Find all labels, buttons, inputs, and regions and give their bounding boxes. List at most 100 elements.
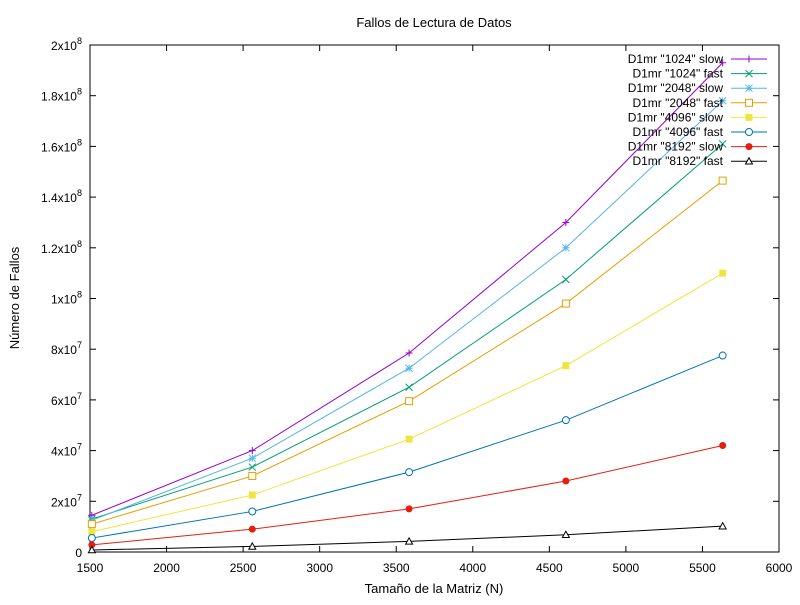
legend-entry: D1mr "8192" fast: [632, 154, 767, 168]
x-axis-label: Tamaño de la Matriz (N): [365, 581, 504, 596]
y-tick-label: 1.6x108: [41, 137, 82, 154]
y-tick-mantissa: 1.2x10: [41, 242, 77, 256]
y-tick-exponent: 8: [77, 239, 82, 249]
legend-marker: [745, 55, 753, 63]
y-tick-exponent: 7: [77, 391, 82, 401]
y-axis: 02x1074x1076x1078x1071x1081.2x1081.4x108…: [41, 36, 779, 560]
legend-marker: [744, 156, 754, 165]
y-tick-label: 2x108: [51, 36, 82, 53]
legend-entry: D1mr "1024" slow: [628, 52, 767, 66]
series-7: [87, 521, 728, 554]
y-tick-exponent: 8: [77, 87, 82, 97]
data-point: [562, 243, 570, 252]
data-point: [87, 545, 97, 554]
data-point: [561, 416, 570, 425]
data-point: [247, 541, 257, 550]
legend-entry: D1mr "2048" slow: [628, 81, 767, 95]
data-point: [88, 541, 96, 549]
legend-entry: D1mr "8192" slow: [628, 140, 767, 154]
data-point: [88, 528, 96, 536]
y-tick-exponent: 7: [77, 442, 82, 452]
data-point: [405, 349, 413, 357]
x-tick-label: 5000: [613, 561, 640, 575]
data-point: [404, 536, 414, 545]
data-point: [248, 454, 257, 463]
series-line: [91, 525, 723, 551]
legend-label: D1mr "8192" slow: [628, 140, 724, 154]
legend-label: D1mr "8192" fast: [632, 154, 723, 168]
y-tick-mantissa: 4x10: [51, 445, 77, 459]
data-point: [719, 269, 727, 277]
legend-marker: [745, 69, 753, 78]
x-tick-label: 2000: [153, 561, 180, 575]
legend-marker: [745, 113, 753, 121]
data-point: [562, 218, 570, 226]
legend-marker: [745, 128, 753, 136]
x-tick-label: 1500: [77, 561, 104, 575]
legend-label: D1mr "1024" slow: [628, 52, 724, 66]
data-point: [87, 520, 96, 529]
legend-entry: D1mr "1024" fast: [632, 67, 767, 81]
x-tick-label: 3500: [383, 561, 410, 575]
series-6: [88, 442, 727, 549]
y-tick-mantissa: 1x10: [51, 293, 77, 307]
y-tick-label: 8x107: [51, 340, 82, 357]
data-point: [562, 275, 570, 284]
data-point: [405, 505, 413, 513]
data-point: [405, 364, 413, 373]
y-tick-mantissa: 1.4x10: [41, 191, 77, 205]
legend-marker: [745, 143, 753, 151]
y-tick-label: 1.4x108: [41, 188, 82, 205]
legend-entry: D1mr "4096" fast: [632, 125, 767, 139]
x-tick-label: 2500: [230, 561, 257, 575]
y-tick-mantissa: 6x10: [51, 394, 77, 408]
legend-label: D1mr "1024" fast: [632, 67, 723, 81]
series-3: [87, 176, 727, 529]
x-tick-label: 5500: [689, 561, 716, 575]
series-0: [88, 59, 727, 519]
series-2: [87, 96, 727, 525]
data-point: [405, 435, 413, 443]
data-point: [561, 299, 570, 308]
x-tick-label: 3000: [306, 561, 333, 575]
legend-entry: D1mr "4096" slow: [628, 110, 767, 124]
data-point: [561, 530, 571, 539]
y-tick-mantissa: 2x10: [51, 39, 77, 53]
data-point: [248, 507, 257, 516]
x-tick-label: 4500: [536, 561, 563, 575]
legend-label: D1mr "4096" fast: [632, 125, 723, 139]
data-point: [718, 176, 727, 185]
y-tick-exponent: 8: [77, 137, 82, 147]
y-tick-mantissa: 1.8x10: [41, 90, 77, 104]
data-point: [248, 471, 257, 480]
legend-label: D1mr "2048" slow: [628, 81, 724, 95]
data-point: [719, 59, 727, 67]
y-tick-mantissa: 2x10: [51, 495, 77, 509]
data-point: [405, 468, 414, 477]
y-tick-exponent: 8: [77, 290, 82, 300]
data-point: [248, 447, 256, 455]
series-line: [91, 143, 723, 520]
series-1: [87, 140, 727, 523]
y-tick-label: 6x107: [51, 391, 82, 408]
legend-label: D1mr "2048" fast: [632, 96, 723, 110]
x-axis: 1500 2000 2500 3000 3500 4000 4500 5000 5500 6000: [77, 45, 793, 575]
legend-marker: [745, 98, 753, 107]
y-tick-mantissa: 1.6x10: [41, 140, 77, 154]
chart-title: Fallos de Lectura de Datos: [356, 15, 512, 30]
y-tick-exponent: 7: [77, 492, 82, 502]
data-point: [562, 362, 570, 370]
x-tick-label: 6000: [766, 561, 793, 575]
series-4: [88, 269, 727, 536]
data-point: [718, 351, 727, 360]
y-tick-label: 0: [75, 546, 82, 560]
series-line: [91, 100, 723, 521]
data-point: [87, 534, 96, 543]
data-point: [718, 521, 728, 530]
series-5: [87, 351, 727, 543]
y-tick-mantissa: 0: [75, 546, 82, 560]
data-point: [405, 383, 413, 392]
data-point: [248, 525, 256, 533]
